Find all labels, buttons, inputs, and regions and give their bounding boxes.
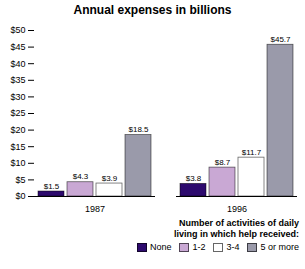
svg-text:$5: $5 (15, 175, 25, 185)
svg-text:$10: $10 (10, 158, 25, 168)
svg-text:$45.7: $45.7 (270, 35, 291, 44)
svg-text:$3.8: $3.8 (186, 174, 202, 183)
svg-text:$30: $30 (10, 92, 25, 102)
html-text:3-4: 3-4 (226, 242, 240, 252)
svg-text:$20: $20 (10, 125, 25, 135)
svg-text:1996: 1996 (227, 204, 247, 214)
svg-text:1987: 1987 (85, 204, 105, 214)
html-text:5 or more: 5 or more (260, 242, 299, 252)
svg-text:$18.5: $18.5 (128, 125, 149, 134)
html-text:Annual expenses in billions: Annual expenses in billions (73, 3, 232, 17)
svg-text:$15: $15 (10, 142, 25, 152)
html-text:None: None (149, 242, 172, 252)
svg-text:$0: $0 (15, 191, 25, 201)
html-text:Number of activities of daily: Number of activities of daily living in … (174, 218, 299, 239)
svg-text:$35: $35 (10, 75, 25, 85)
svg-text:$4.3: $4.3 (73, 172, 89, 181)
svg-text:$40: $40 (10, 59, 25, 69)
svg-text:$8.7: $8.7 (215, 158, 231, 167)
svg-text:$45: $45 (10, 42, 25, 52)
svg-text:$25: $25 (10, 108, 25, 118)
svg-text:$3.9: $3.9 (102, 174, 118, 183)
svg-text:$50: $50 (10, 25, 25, 35)
svg-text:$11.7: $11.7 (242, 148, 262, 157)
html-text:1-2: 1-2 (192, 242, 206, 252)
svg-text:$1.5: $1.5 (44, 182, 60, 191)
